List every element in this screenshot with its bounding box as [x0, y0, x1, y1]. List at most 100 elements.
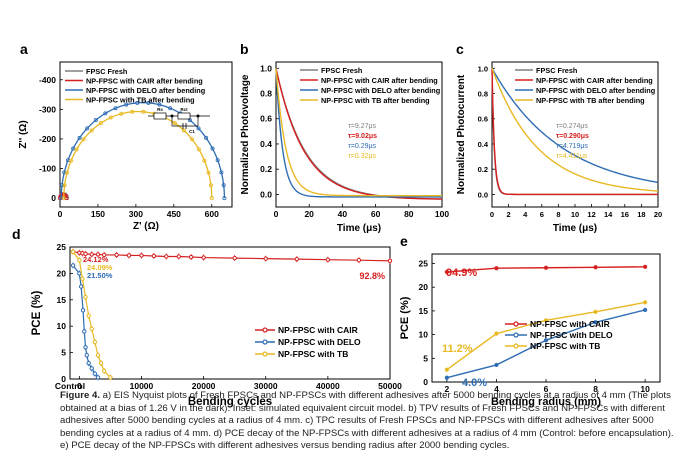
- x-tick-label: 0: [77, 381, 82, 391]
- tau-annotation: τ=4.719μs: [556, 143, 588, 150]
- legend-entry: NP-FPSC with CAIR after bending: [321, 76, 438, 85]
- y-tick-label: 15: [419, 306, 429, 316]
- data-point: [168, 106, 173, 111]
- x-axis-label: Time (μs): [553, 223, 597, 234]
- data-point: [61, 196, 66, 201]
- circuit-node: [196, 114, 200, 118]
- y-axis-label: PCE (%): [31, 290, 43, 335]
- x-axis-label: Time (μs): [337, 223, 381, 234]
- data-point: [108, 375, 113, 380]
- x-tick-label: 20: [304, 209, 314, 219]
- tau-annotation: τ=9.02μs: [348, 133, 377, 140]
- tau-annotation: τ=0.29μs: [348, 143, 377, 150]
- data-point: [83, 294, 88, 300]
- data-point: [181, 128, 186, 133]
- legend-entry: FPSC Fresh: [86, 67, 127, 76]
- y-tick-label: 0.4: [260, 139, 272, 149]
- data-point: [81, 137, 86, 142]
- inset-label-c1: C1: [189, 129, 195, 134]
- x-tick-label: 80: [404, 209, 414, 219]
- series-tb: [491, 68, 659, 192]
- data-point: [124, 102, 129, 107]
- data-point: [69, 158, 74, 163]
- data-point: [80, 276, 85, 281]
- data-point: [89, 366, 94, 371]
- data-point: [65, 170, 70, 175]
- x-tick-label: 20: [654, 210, 662, 219]
- data-point: [215, 158, 220, 163]
- data-point: [356, 258, 362, 263]
- legend-entry: NP-FPSC with TB after bending: [536, 96, 645, 105]
- legend-entry: NP-FPSC with DELO: [278, 337, 361, 347]
- data-point: [387, 258, 393, 264]
- legend-entry: NP-FPSC with DELO after bending: [536, 86, 655, 95]
- x-tick-label: 2: [507, 210, 511, 219]
- x-tick-label: 8: [556, 210, 560, 219]
- data-point: [176, 254, 181, 259]
- y-tick-label: -300: [39, 104, 56, 114]
- panel-a: 0 150 300 450 600 -400 -300 -200 -100 0 Z' (Ω) Z'' …: [18, 41, 233, 232]
- data-point: [263, 256, 268, 261]
- legend-entry: NP-FPSC with TB after bending: [321, 96, 430, 105]
- resistor-rct: [177, 112, 191, 120]
- y-tick-label: 0.6: [478, 115, 488, 124]
- y-tick-label: 0.6: [260, 114, 272, 124]
- y-axis-label: Normalized Photovoltage: [240, 74, 251, 194]
- data-point: [77, 135, 82, 140]
- data-point: [219, 170, 224, 175]
- legend-marker: [513, 332, 519, 338]
- data-point: [196, 126, 201, 131]
- data-point: [92, 371, 98, 376]
- y-axis-label: Normalized Photocurrent: [456, 74, 467, 194]
- annotation-cair: 24.12%: [83, 255, 109, 264]
- x-tick-label: 0: [490, 210, 494, 219]
- data-point: [86, 360, 91, 366]
- legend-entry: NP-FPSC with CAIR after bending: [86, 77, 203, 86]
- panel-label: e: [400, 233, 408, 249]
- data-point: [101, 252, 107, 258]
- data-point: [232, 255, 237, 261]
- x-tick-label: 16: [621, 210, 629, 219]
- x-tick-label: Control: [55, 381, 85, 391]
- series-tb: [275, 68, 442, 197]
- x-tick-label: 4: [523, 210, 528, 219]
- data-point: [92, 339, 98, 345]
- y-tick-label: 0.8: [260, 89, 272, 99]
- x-tick-label: 600: [205, 209, 219, 219]
- x-tick-label: 14: [604, 210, 613, 219]
- legend-marker: [513, 321, 519, 327]
- data-point: [101, 368, 107, 374]
- x-tick-label: 12: [587, 210, 595, 219]
- plot-frame: [275, 61, 443, 208]
- data-point: [126, 253, 132, 258]
- data-point: [85, 126, 90, 131]
- data-point: [210, 146, 215, 151]
- plot-frame: [59, 61, 233, 208]
- data-point: [95, 375, 101, 380]
- data-point: [206, 170, 211, 175]
- data-point: [139, 253, 144, 258]
- data-point: [222, 196, 227, 201]
- data-point: [70, 249, 76, 255]
- panel-label: b: [240, 41, 249, 57]
- y-tick-label: 0.0: [478, 190, 488, 199]
- x-tick-label: 6: [540, 210, 544, 219]
- data-point: [130, 109, 135, 114]
- data-point: [98, 121, 103, 126]
- y-tick-label: 5: [423, 353, 428, 363]
- data-point: [80, 308, 86, 313]
- y-tick-label: 0: [61, 374, 66, 384]
- x-tick-label: 50000: [378, 381, 402, 391]
- data-point: [188, 254, 194, 260]
- data-point: [59, 196, 64, 201]
- legend-entry: NP-FPSC with TB: [530, 341, 600, 351]
- data-point: [208, 183, 213, 188]
- legend-marker: [262, 339, 268, 345]
- data-point: [643, 307, 648, 313]
- y-tick-label: 25: [419, 258, 429, 268]
- series-cair: [491, 68, 658, 196]
- panel-label: c: [456, 41, 464, 57]
- annotation-delo: 21.50%: [87, 271, 113, 280]
